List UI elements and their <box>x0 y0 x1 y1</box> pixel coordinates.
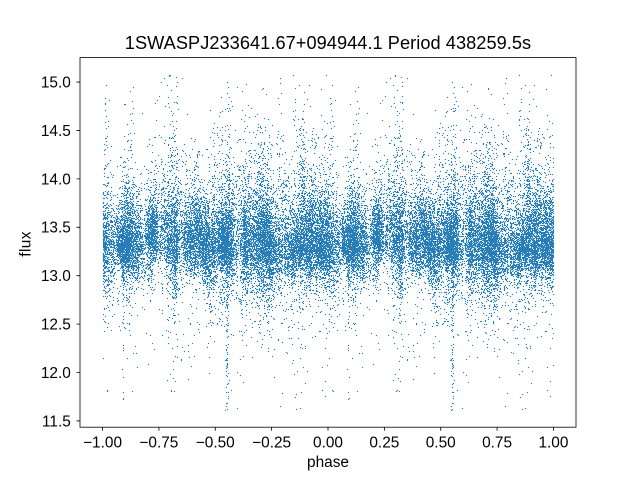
svg-text:14.0: 14.0 <box>41 171 71 188</box>
svg-text:12.0: 12.0 <box>41 365 71 382</box>
svg-text:11.5: 11.5 <box>42 413 71 430</box>
svg-text:−0.50: −0.50 <box>196 435 235 452</box>
svg-text:−1.00: −1.00 <box>83 435 122 452</box>
svg-text:13.0: 13.0 <box>41 268 71 285</box>
svg-text:0.25: 0.25 <box>369 435 399 452</box>
svg-text:flux: flux <box>18 231 35 257</box>
svg-text:1.00: 1.00 <box>538 435 568 452</box>
svg-text:15.0: 15.0 <box>41 75 71 92</box>
svg-text:−0.75: −0.75 <box>139 435 178 452</box>
svg-text:13.5: 13.5 <box>41 220 71 237</box>
svg-text:0.75: 0.75 <box>482 435 512 452</box>
svg-text:0.00: 0.00 <box>313 435 343 452</box>
svg-text:1SWASPJ233641.67+094944.1 Peri: 1SWASPJ233641.67+094944.1 Period 438259.… <box>125 33 531 53</box>
svg-text:phase: phase <box>307 454 349 471</box>
svg-text:14.5: 14.5 <box>41 123 71 140</box>
svg-text:0.50: 0.50 <box>426 435 456 452</box>
svg-text:12.5: 12.5 <box>41 317 71 334</box>
svg-text:−0.25: −0.25 <box>252 435 291 452</box>
